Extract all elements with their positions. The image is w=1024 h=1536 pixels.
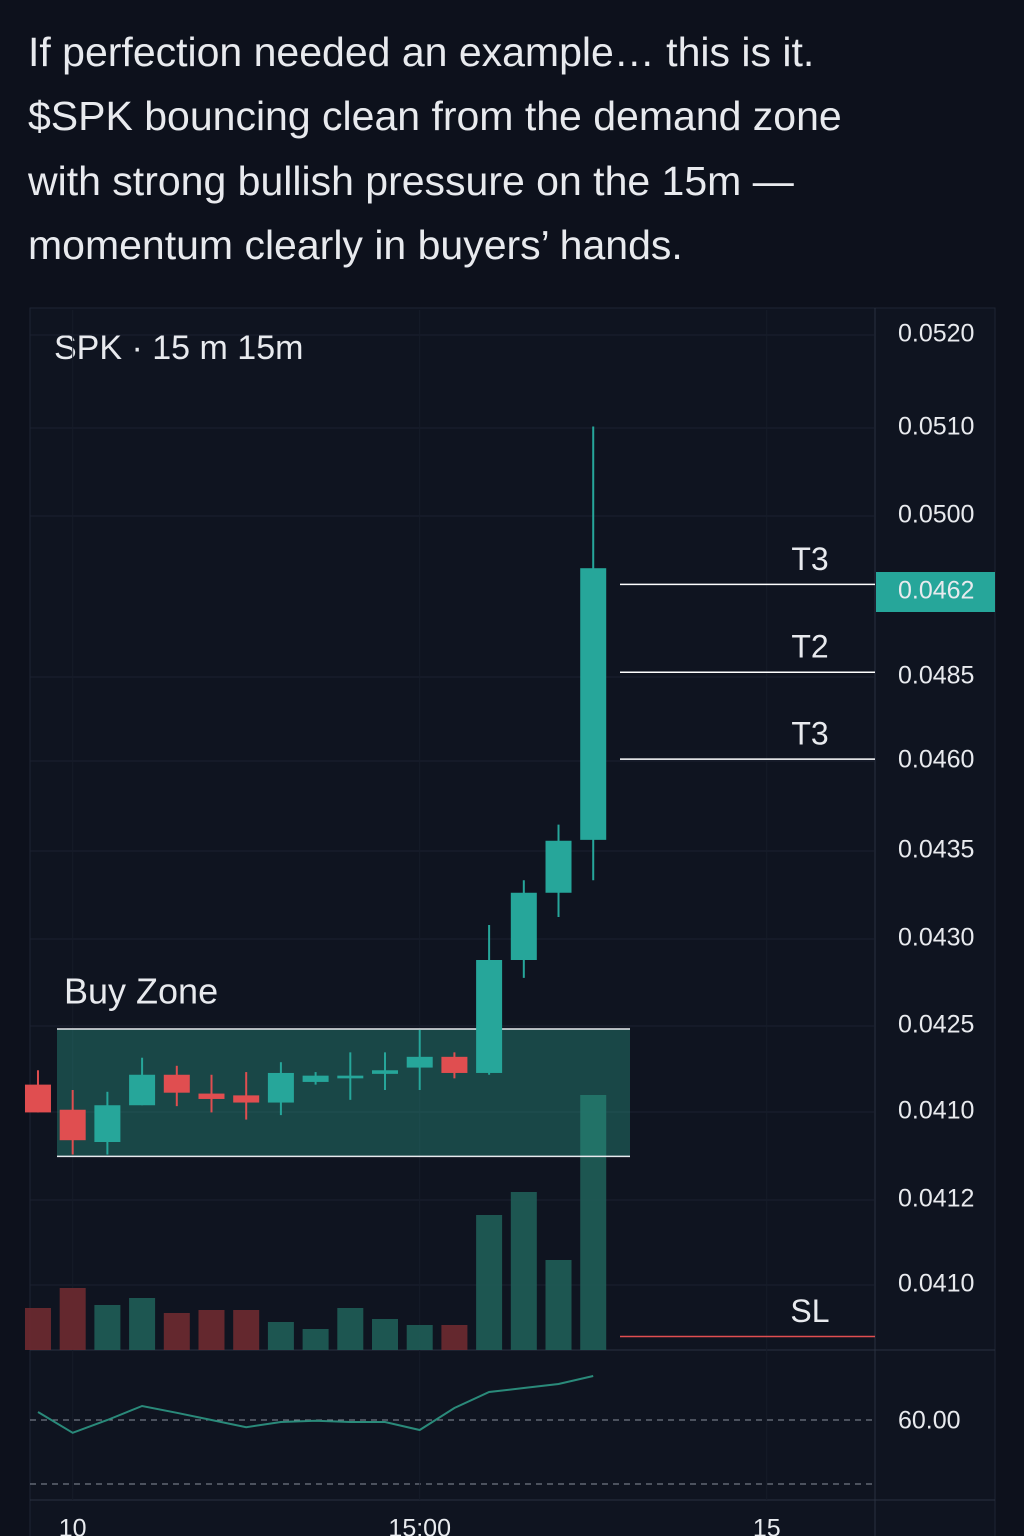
candle-body	[24, 1084, 51, 1113]
x-tick-label: 10	[59, 1515, 87, 1536]
y-tick-label: 0.0435	[898, 836, 974, 864]
volume-bar	[545, 1260, 572, 1350]
volume-bar	[129, 1298, 156, 1350]
candle-body	[545, 840, 572, 893]
volume-bar	[510, 1192, 537, 1350]
y-tick-label: 0.0500	[898, 501, 974, 529]
y-tick-label: 0.0460	[898, 746, 974, 774]
level-label: T3	[791, 716, 828, 752]
volume-bar	[580, 1095, 607, 1350]
header-line: If perfection needed an example… this is…	[28, 29, 814, 75]
candle-body	[94, 1105, 121, 1142]
candle-body	[267, 1072, 294, 1103]
candle-body	[510, 892, 537, 960]
rsi-tick-label: 60.00	[898, 1407, 961, 1435]
x-tick-label: 15	[753, 1515, 781, 1536]
y-tick-label: 0.0510	[898, 413, 974, 441]
volume-bar	[372, 1319, 399, 1350]
y-tick-label: 0.0430	[898, 924, 974, 952]
volume-bar	[94, 1305, 121, 1350]
header-line: $SPK bouncing clean from the demand zone	[28, 93, 842, 139]
y-tick-label: 0.0412	[898, 1185, 974, 1213]
volume-bar	[198, 1310, 225, 1350]
candle-body	[129, 1074, 156, 1106]
volume-bar	[302, 1329, 329, 1350]
candle-body	[302, 1075, 329, 1082]
candle-body	[372, 1070, 399, 1074]
candle-body	[406, 1056, 433, 1068]
candle-body	[163, 1074, 190, 1093]
volume-bar	[267, 1322, 294, 1350]
candle-body	[337, 1075, 364, 1079]
header-line: momentum clearly in buyers’ hands.	[28, 222, 683, 268]
candle-body	[59, 1109, 86, 1141]
header-line: with strong bullish pressure on the 15m …	[27, 158, 794, 204]
y-tick-label: 0.0425	[898, 1011, 974, 1039]
level-label: SL	[790, 1293, 829, 1329]
y-tick-label: 0.0520	[898, 320, 974, 348]
level-label: T2	[791, 629, 828, 665]
volume-bar	[59, 1288, 86, 1350]
y-tick-label: 0.0485	[898, 662, 974, 690]
y-tick-label: 0.0410	[898, 1270, 974, 1298]
volume-bar	[476, 1215, 503, 1350]
x-tick-label: 15:00	[388, 1515, 451, 1536]
candle-body	[441, 1056, 468, 1073]
volume-bar	[337, 1308, 364, 1350]
buy-zone-label: Buy Zone	[64, 971, 218, 1012]
volume-bar	[441, 1325, 468, 1350]
candle-body	[476, 960, 503, 1073]
volume-bar	[163, 1313, 190, 1350]
volume-bar	[406, 1325, 433, 1350]
level-label: T3	[791, 541, 828, 577]
y-tick-label: 0.0410	[898, 1097, 974, 1125]
candle-body	[580, 568, 607, 840]
volume-bar	[233, 1310, 260, 1350]
candle-body	[198, 1093, 225, 1099]
candle-body	[233, 1095, 260, 1103]
y-tick-label: 0.0462	[898, 577, 974, 605]
rsi-line	[37, 1375, 594, 1434]
volume-bar	[24, 1308, 51, 1350]
price-badge	[876, 572, 995, 612]
